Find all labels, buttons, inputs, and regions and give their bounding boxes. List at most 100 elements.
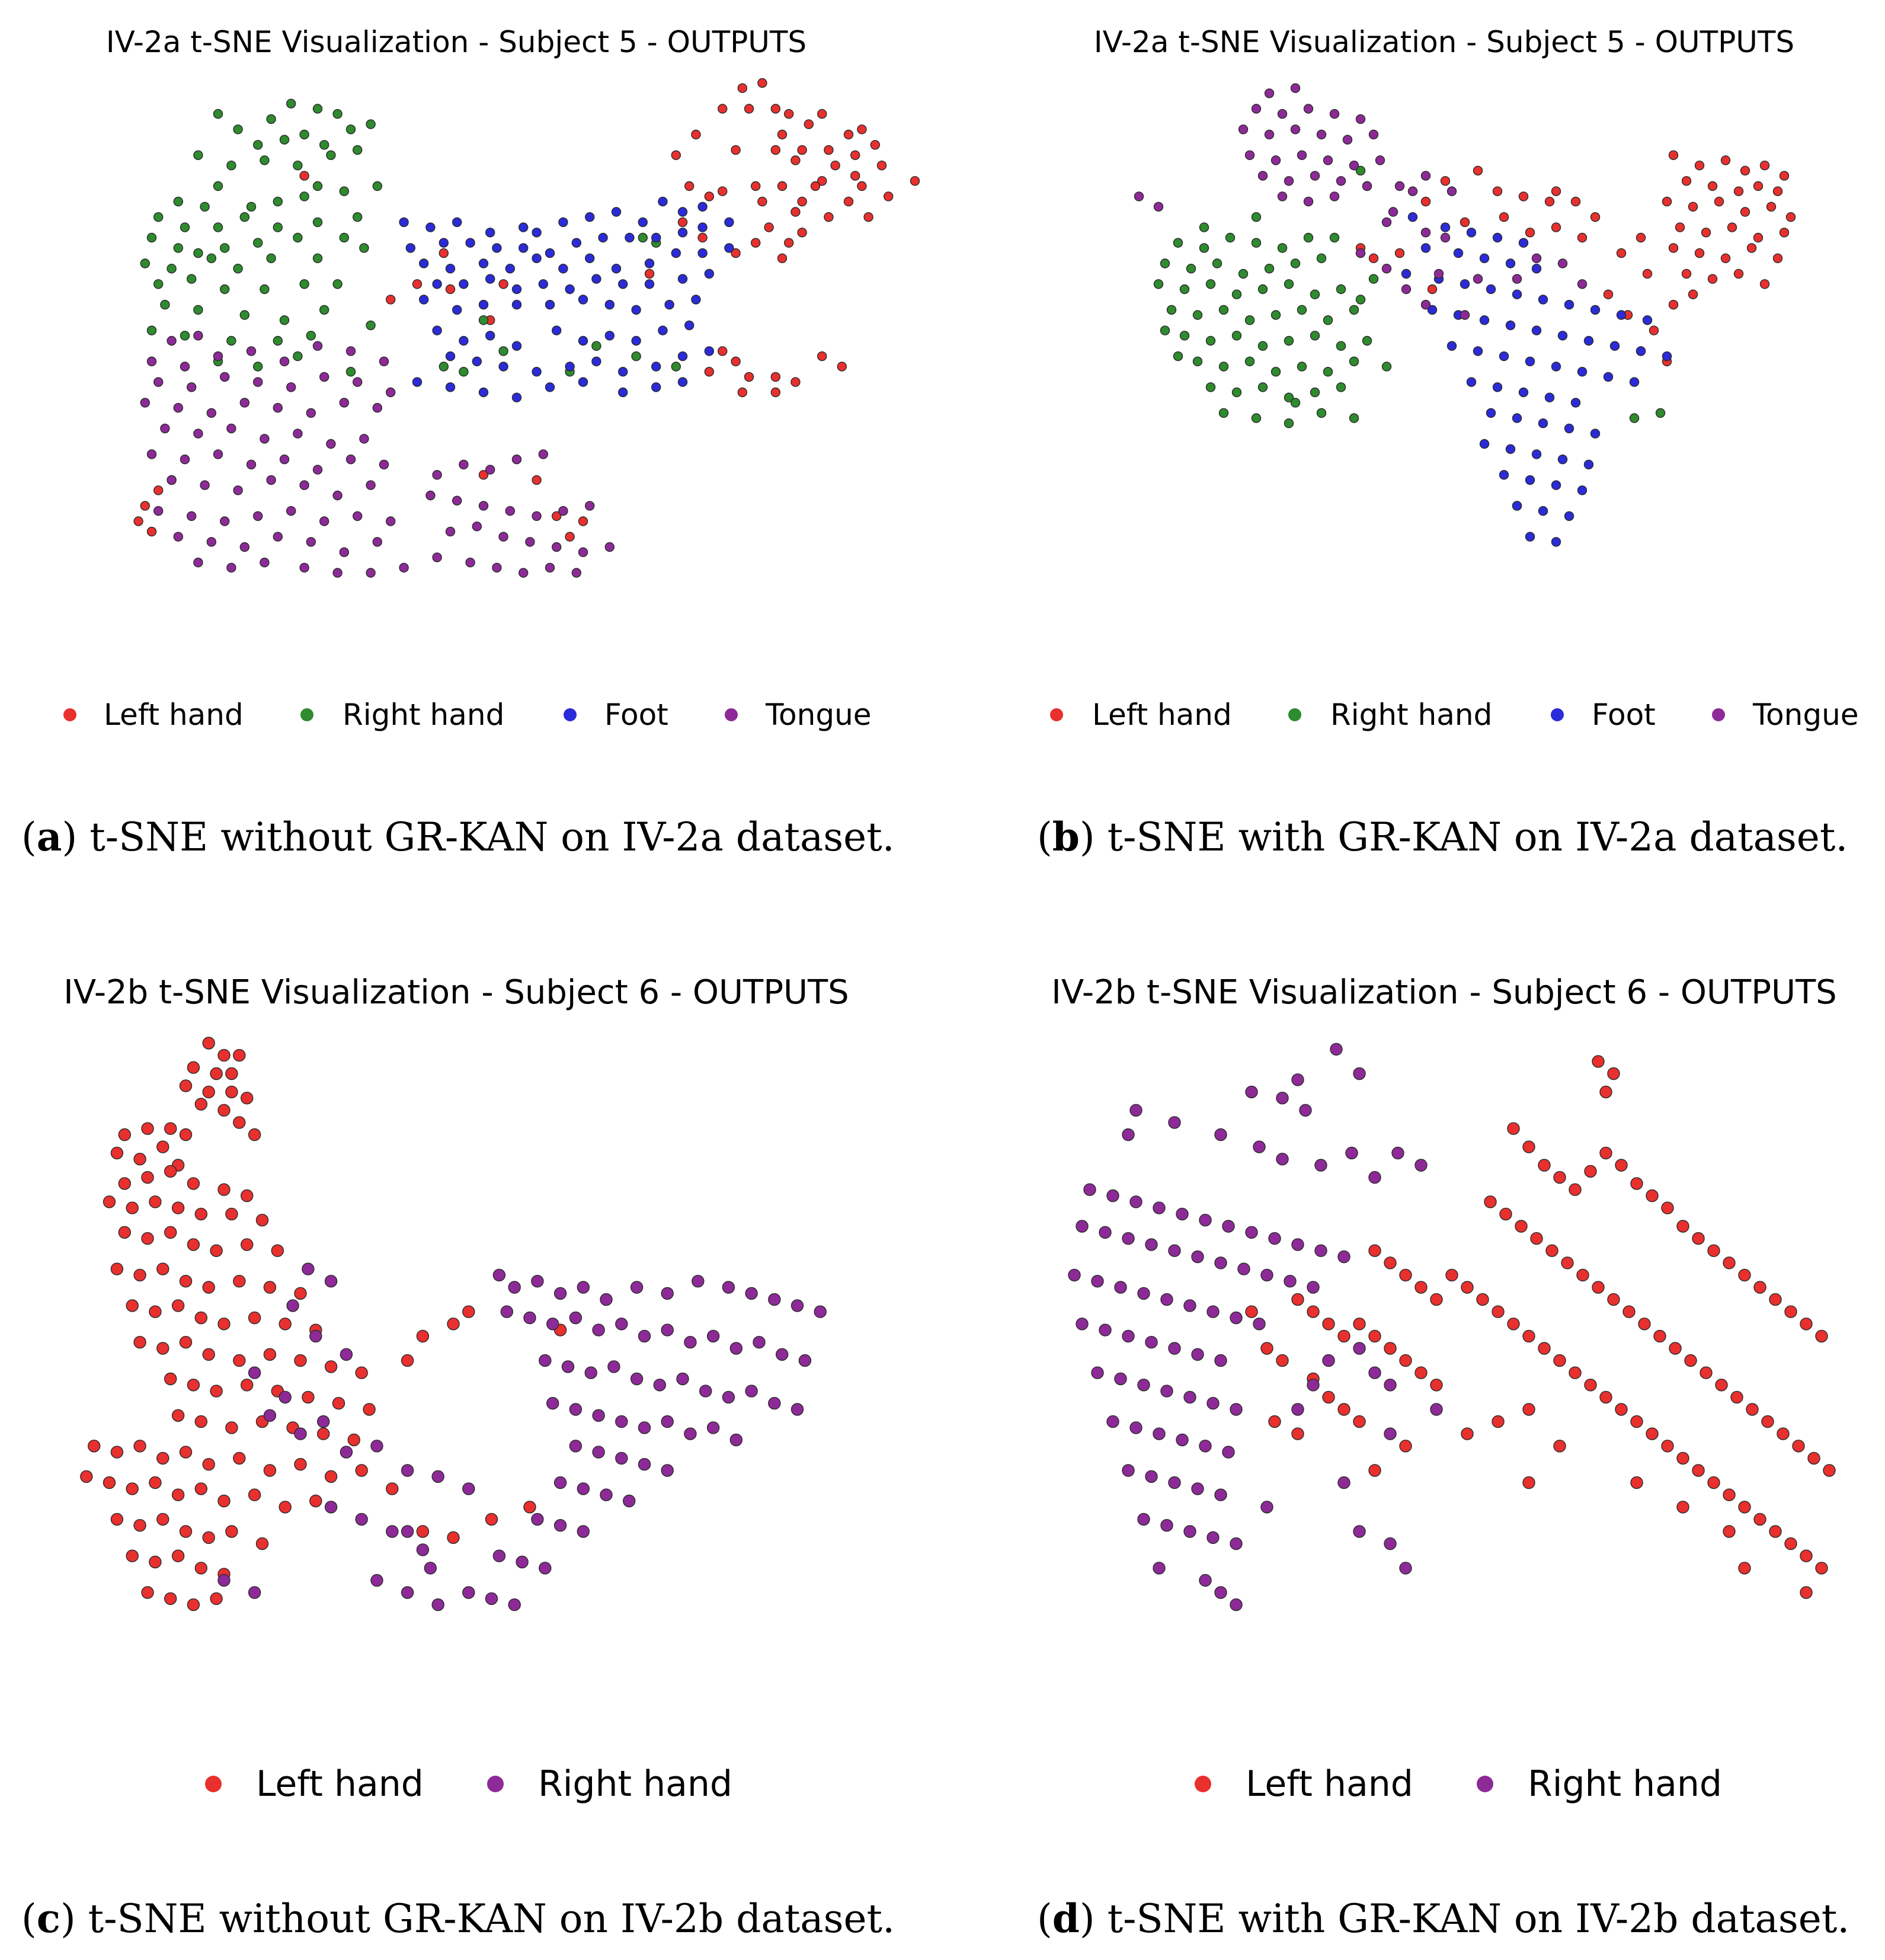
panel-a-point-left-hand-46	[731, 248, 741, 258]
panel-a-point-left-hand-28	[810, 181, 821, 191]
panel-a-point-foot-79	[412, 377, 423, 387]
panel-d-point-left-hand-6	[1553, 1171, 1566, 1184]
panel-c-point-left-hand-81	[347, 1433, 360, 1447]
panel-d-point-left-hand-52	[1522, 1329, 1535, 1343]
panel-b-point-tongue-39	[1433, 268, 1444, 279]
panel-d-point-left-hand-25	[1499, 1207, 1512, 1221]
panel-c-point-left-hand-88	[233, 1451, 246, 1465]
panel-b-point-tongue-2	[1251, 104, 1262, 114]
panel-d-point-left-hand-99	[1492, 1415, 1505, 1428]
panel-a-point-right-hand-40	[339, 232, 349, 243]
panel-a-point-foot-57	[664, 299, 674, 310]
panel-a-point-right-hand-61	[226, 335, 236, 346]
panel-c-point-left-hand-103	[133, 1518, 146, 1532]
panel-a-point-tongue-92	[519, 568, 529, 578]
panel-b-point-tongue-15	[1297, 150, 1307, 160]
panel-a-point-foot-46	[644, 279, 655, 289]
panel-c-point-right-hand-86	[401, 1525, 414, 1538]
panel-a-point-right-hand-0	[213, 108, 223, 119]
panel-b-point-left-hand-53	[1551, 222, 1561, 232]
panel-a-point-tongue-14	[286, 382, 296, 392]
panel-d-point-left-hand-56	[1584, 1379, 1597, 1392]
panel-c-point-right-hand-52	[638, 1457, 651, 1471]
panel-b-point-tongue-31	[1420, 228, 1431, 238]
panel-c-point-left-hand-4	[210, 1067, 223, 1080]
panel-d-point-left-hand-51	[1507, 1318, 1520, 1331]
panel-a-point-foot-0	[399, 217, 409, 228]
panel-a-legend-foot: Foot	[604, 698, 668, 732]
panel-a-point-foot-48	[704, 268, 715, 279]
panel-a-point-right-hand-35	[173, 243, 183, 253]
panel-c-point-left-hand-111	[171, 1549, 185, 1562]
panel-b-point-tongue-30	[1381, 217, 1392, 228]
panel-a-point-left-hand-63	[439, 248, 449, 258]
panel-d-point-left-hand-61	[1661, 1440, 1674, 1453]
panel-a-point-left-hand-51	[731, 356, 741, 366]
panel-a-point-right-hand-43	[206, 253, 216, 263]
panel-c-point-left-hand-61	[202, 1348, 215, 1361]
panel-a-point-left-hand-24	[684, 181, 695, 191]
panel-b-point-left-hand-32	[1616, 248, 1627, 258]
panel-b-point-left-hand-1	[1694, 161, 1705, 171]
panel-a-point-tongue-59	[273, 532, 283, 542]
panel-a-point-foot-18	[545, 248, 555, 258]
panel-d-point-right-hand-45	[1183, 1299, 1196, 1312]
panel-d-point-right-hand-67	[1199, 1440, 1212, 1453]
panel-c-point-left-hand-100	[279, 1501, 292, 1514]
panel-d-point-left-hand-39	[1715, 1379, 1728, 1392]
panel-c-point-left-hand-83	[110, 1446, 124, 1459]
panel-d: IV-2b t-SNE Visualization - Subject 6 - …	[1037, 973, 1849, 1942]
panel-a-point-left-hand-4	[770, 104, 781, 114]
panel-b-point-foot-19	[1642, 315, 1653, 325]
panel-b-point-left-hand-29	[1733, 268, 1744, 279]
panel-b-point-left-hand-49	[1420, 196, 1431, 207]
panel-a-caption-label: a	[37, 814, 62, 860]
panel-a-point-tongue-67	[332, 568, 343, 578]
panel-b-point-right-hand-45	[1231, 387, 1242, 398]
panel-b-point-left-hand-30	[1759, 279, 1770, 289]
panel-a-point-tongue-53	[319, 516, 329, 526]
panel-c-legend-right-hand: Right hand	[538, 1763, 732, 1805]
panel-c-point-left-hand-67	[164, 1372, 177, 1386]
panel-d-point-left-hand-48	[1461, 1281, 1474, 1294]
panel-c-point-right-hand-35	[699, 1385, 712, 1398]
panel-c-point-left-hand-119	[447, 1318, 460, 1331]
panel-b-point-foot-57	[1512, 501, 1522, 511]
panel-d-point-left-hand-59	[1630, 1415, 1643, 1428]
panel-a-point-tongue-84	[498, 532, 508, 542]
panel-a-point-tongue-42	[200, 480, 210, 490]
panel-b-point-tongue-35	[1401, 284, 1412, 295]
panel-b-point-right-hand-14	[1179, 284, 1190, 295]
panel-b-point-right-hand-15	[1205, 279, 1216, 289]
panel-d-point-right-hand-37	[1260, 1268, 1273, 1282]
panel-a-point-left-hand-14	[770, 145, 781, 155]
panel-b-point-right-hand-9	[1238, 268, 1249, 279]
panel-d-point-right-hand-43	[1137, 1287, 1150, 1300]
panel-d-point-left-hand-20	[1769, 1293, 1782, 1306]
panel-a-point-left-hand-48	[498, 279, 508, 289]
panel-c-point-right-hand-11	[768, 1293, 781, 1306]
panel-a-point-foot-60	[459, 335, 469, 346]
panel-c-point-right-hand-63	[539, 1562, 552, 1575]
panel-b-point-left-hand-14	[1740, 207, 1750, 217]
panel-a-point-foot-85	[617, 387, 628, 398]
panel-a-point-right-hand-38	[253, 238, 263, 248]
panel-c-point-left-hand-13	[248, 1128, 261, 1142]
panel-a-point-left-hand-53	[744, 372, 754, 382]
panel-a-point-right-hand-72	[591, 341, 601, 351]
panel-d-point-left-hand-68	[1769, 1525, 1782, 1538]
panel-a-point-tongue-19	[173, 402, 183, 413]
panel-d-point-left-hand-104	[1676, 1501, 1689, 1514]
panel-c-point-left-hand-54	[217, 1318, 231, 1331]
panel-a-point-tongue-43	[233, 485, 243, 495]
panel-a-point-tongue-10	[153, 377, 164, 387]
panel-d-point-left-hand-15	[1692, 1232, 1705, 1245]
panel-c-point-left-hand-56	[279, 1318, 292, 1331]
panel-a-point-foot-70	[472, 356, 482, 366]
panel-a-point-right-hand-26	[339, 186, 349, 196]
panel-c-point-left-hand-30	[149, 1195, 162, 1208]
panel-d-point-right-hand-41	[1091, 1274, 1104, 1288]
panel-c-point-right-hand-13	[814, 1305, 827, 1318]
panel-a-point-left-hand-59	[791, 377, 801, 387]
panel-a-point-left-hand-3	[744, 104, 754, 114]
